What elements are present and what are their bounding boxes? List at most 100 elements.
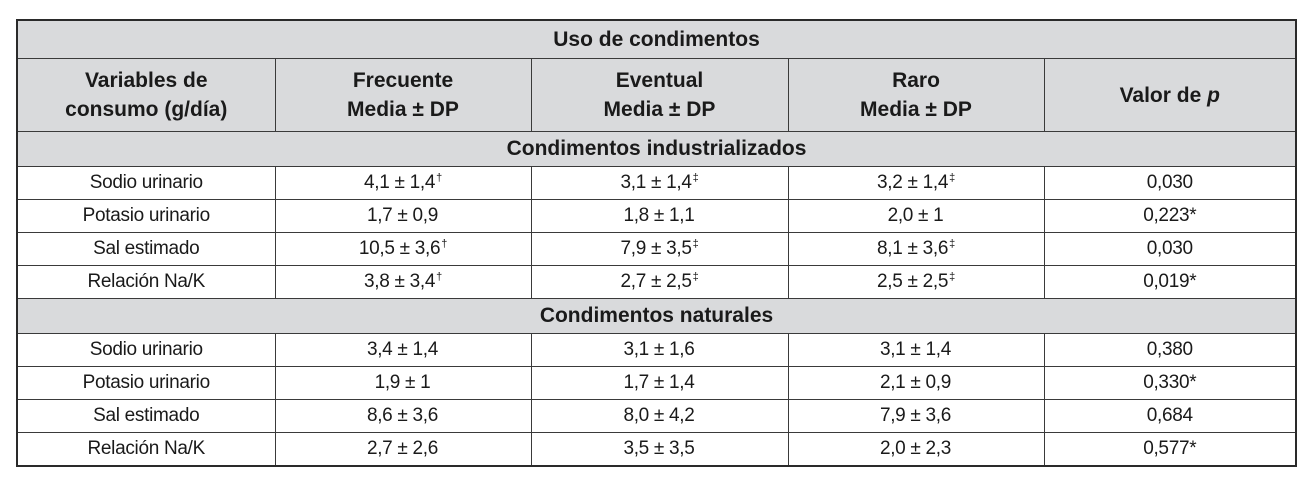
frecuente-cell: 3,8 ± 3,4†	[274, 265, 532, 299]
significance-mark: ‡	[949, 237, 955, 250]
header-line: Media ± DP	[347, 98, 459, 121]
section-header-row: Condimentos industrializados	[16, 131, 1297, 167]
mean-sd-value: 2,5 ± 2,5	[877, 271, 949, 292]
variable-cell: Sal estimado	[16, 232, 276, 266]
significance-mark: †	[436, 270, 442, 283]
eventual-cell: 3,5 ± 3,5	[530, 432, 789, 467]
frecuente-cell: 2,7 ± 2,6	[274, 432, 532, 467]
frecuente-cell: 4,1 ± 1,4†	[274, 166, 532, 200]
p-value-cell: 0,030	[1043, 166, 1297, 200]
column-header-raro: Raro Media ± DP	[787, 58, 1045, 132]
raro-cell: 3,1 ± 1,4	[787, 333, 1045, 367]
table-row: Relación Na/K 3,8 ± 3,4† 2,7 ± 2,5‡ 2,5 ± 2…	[16, 265, 1297, 299]
header-line: consumo (g/día)	[65, 98, 228, 121]
variable-cell: Sodio urinario	[16, 166, 276, 200]
significance-mark: ‡	[949, 171, 955, 184]
column-header-frecuente: Frecuente Media ± DP	[274, 58, 532, 132]
column-header-p-value: Valor de p	[1043, 58, 1297, 132]
mean-sd-value: 2,7 ± 2,6	[366, 438, 439, 459]
p-value-cell: 0,223*	[1043, 199, 1297, 233]
eventual-cell: 8,0 ± 4,2	[530, 399, 789, 433]
significance-mark: ‡	[949, 270, 955, 283]
table-title-row: Uso de condimentos	[16, 19, 1297, 59]
significance-mark: †	[441, 237, 448, 250]
mean-sd-value: 2,7 ± 2,5	[620, 271, 692, 292]
variable-cell: Potasio urinario	[16, 199, 276, 233]
mean-sd-value: 7,9 ± 3,5	[620, 238, 692, 259]
eventual-cell: 1,7 ± 1,4	[530, 366, 789, 400]
p-value-cell: 0,684	[1043, 399, 1297, 433]
raro-cell: 2,0 ± 1	[787, 199, 1045, 233]
eventual-cell: 7,9 ± 3,5‡	[530, 232, 789, 266]
variable-cell: Sodio urinario	[16, 333, 276, 367]
header-line: Raro	[892, 69, 940, 92]
raro-cell: 2,1 ± 0,9	[787, 366, 1045, 400]
frecuente-cell: 1,9 ± 1	[274, 366, 532, 400]
column-header-variables: Variables de consumo (g/día)	[16, 58, 276, 132]
mean-sd-value: 3,2 ± 1,4	[877, 172, 949, 193]
raro-cell: 7,9 ± 3,6	[787, 399, 1045, 433]
mean-sd-value: 3,5 ± 3,5	[623, 438, 695, 459]
mean-sd-value: 3,1 ± 1,4	[879, 339, 952, 360]
mean-sd-value: 3,1 ± 1,4	[620, 172, 692, 193]
frecuente-cell: 3,4 ± 1,4	[274, 333, 532, 367]
section-title: Condimentos industrializados	[16, 131, 1297, 167]
mean-sd-value: 1,7 ± 1,4	[623, 372, 695, 393]
mean-sd-value: 8,0 ± 4,2	[623, 405, 695, 426]
mean-sd-value: 4,1 ± 1,4	[364, 172, 436, 193]
mean-sd-value: 3,1 ± 1,6	[623, 339, 695, 360]
frecuente-cell: 1,7 ± 0,9	[274, 199, 532, 233]
significance-mark: ‡	[692, 171, 699, 184]
section-title: Condimentos naturales	[16, 298, 1297, 334]
mean-sd-value: 2,1 ± 0,9	[879, 372, 952, 393]
significance-mark: ‡	[692, 270, 699, 283]
p-value-cell: 0,380	[1043, 333, 1297, 367]
raro-cell: 3,2 ± 1,4‡	[787, 166, 1045, 200]
p-value-cell: 0,019*	[1043, 265, 1297, 299]
header-line: Media ± DP	[603, 98, 716, 121]
table-row: Sodio urinario 4,1 ± 1,4† 3,1 ± 1,4‡ 3,2 ± …	[16, 166, 1297, 200]
p-value-cell: 0,577*	[1043, 432, 1297, 467]
raro-cell: 2,5 ± 2,5‡	[787, 265, 1045, 299]
raro-cell: 2,0 ± 2,3	[787, 432, 1045, 467]
significance-mark: †	[436, 171, 442, 184]
table-row: Relación Na/K 2,7 ± 2,6 3,5 ± 3,5 2,0 ± 2,3…	[16, 432, 1297, 467]
table-row: Sodio urinario 3,4 ± 1,4 3,1 ± 1,6 3,1 ± 1,…	[16, 333, 1297, 367]
table-row: Potasio urinario 1,9 ± 1 1,7 ± 1,4 2,1 ± 0,…	[16, 366, 1297, 400]
table-row: Potasio urinario 1,7 ± 0,9 1,8 ± 1,1 2,0 ± …	[16, 199, 1297, 233]
column-header-row: Variables de consumo (g/día) Frecuente M…	[16, 58, 1297, 132]
variable-cell: Relación Na/K	[16, 265, 276, 299]
mean-sd-value: 3,8 ± 3,4	[364, 271, 436, 292]
significance-mark: ‡	[692, 237, 699, 250]
raro-cell: 8,1 ± 3,6‡	[787, 232, 1045, 266]
condiments-table: Uso de condimentos Variables de consumo …	[16, 19, 1298, 467]
table-title: Uso de condimentos	[16, 19, 1297, 59]
table-row: Sal estimado 8,6 ± 3,6 8,0 ± 4,2 7,9 ± 3,6 0…	[16, 399, 1297, 433]
header-line: Variables de	[84, 69, 208, 92]
column-header-eventual: Eventual Media ± DP	[530, 58, 789, 132]
header-line: Media ± DP	[860, 98, 972, 121]
mean-sd-value: 10,5 ± 3,6	[358, 238, 441, 259]
table-body: Condimentos industrializados Sodio urinar…	[16, 131, 1297, 467]
mean-sd-value: 7,9 ± 3,6	[879, 405, 952, 426]
mean-sd-value: 3,4 ± 1,4	[366, 339, 439, 360]
mean-sd-value: 1,8 ± 1,1	[623, 205, 695, 226]
mean-sd-value: 2,0 ± 1	[887, 205, 944, 226]
variable-cell: Potasio urinario	[16, 366, 276, 400]
header-line: Frecuente	[352, 69, 454, 92]
variable-cell: Sal estimado	[16, 399, 276, 433]
variable-cell: Relación Na/K	[16, 432, 276, 467]
table-row: Sal estimado 10,5 ± 3,6† 7,9 ± 3,5‡ 8,1 ± 3…	[16, 232, 1297, 266]
section-header-row: Condimentos naturales	[16, 298, 1297, 334]
mean-sd-value: 2,0 ± 2,3	[879, 438, 952, 459]
p-value-cell: 0,330*	[1043, 366, 1297, 400]
eventual-cell: 3,1 ± 1,4‡	[530, 166, 789, 200]
mean-sd-value: 1,9 ± 1	[374, 372, 431, 393]
mean-sd-value: 1,7 ± 0,9	[366, 205, 439, 226]
eventual-cell: 1,8 ± 1,1	[530, 199, 789, 233]
frecuente-cell: 8,6 ± 3,6	[274, 399, 532, 433]
mean-sd-value: 8,6 ± 3,6	[366, 405, 439, 426]
header-line: Valor de	[1119, 83, 1208, 107]
eventual-cell: 2,7 ± 2,5‡	[530, 265, 789, 299]
header-italic-p: p	[1207, 83, 1220, 107]
